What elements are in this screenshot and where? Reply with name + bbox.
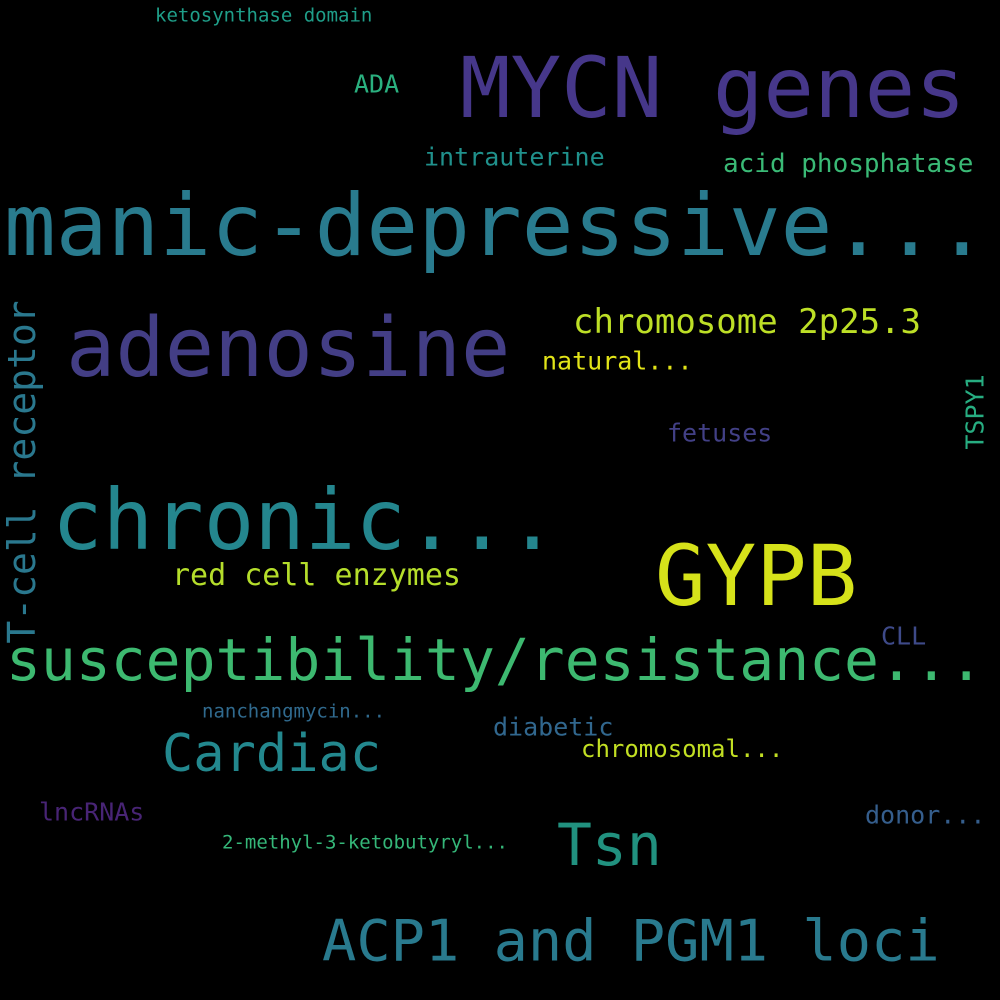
word-nanchangmycin: nanchangmycin...: [202, 700, 386, 723]
word-2-methyl-3-ketobutyryl: 2-methyl-3-ketobutyryl...: [222, 831, 508, 854]
word-ada: ADA: [354, 69, 400, 99]
word-t-cell-receptor: T-cell receptor: [0, 300, 44, 644]
word-chromosomal: chromosomal...: [581, 735, 784, 763]
word-donor: donor...: [865, 800, 986, 830]
word-chromosome-2p25-3: chromosome 2p25.3: [573, 302, 921, 342]
word-natural: natural...: [542, 346, 693, 376]
word-chronic: chronic...: [52, 471, 558, 569]
word-cll: CLL: [881, 621, 927, 651]
word-red-cell-enzymes: red cell enzymes: [172, 558, 461, 593]
word-gypb: GYPB: [655, 527, 858, 625]
word-manic-depressive: manic-depressive...: [4, 176, 988, 276]
word-lncrnas: lncRNAs: [39, 797, 145, 827]
word-adenosine: adenosine: [66, 301, 511, 396]
word-intrauterine: intrauterine: [424, 142, 605, 172]
word-mycn-genes: MYCN genes: [460, 39, 966, 137]
word-tsn: Tsn: [557, 811, 662, 879]
word-fetuses: fetuses: [667, 418, 773, 448]
word-cardiac: Cardiac: [162, 724, 382, 784]
word-acp1-pgm1-loci: ACP1 and PGM1 loci: [322, 908, 940, 975]
word-ketosynthase-domain: ketosynthase domain: [155, 4, 373, 27]
word-diabetic: diabetic: [493, 712, 614, 742]
word-tspy1: TSPY1: [960, 374, 990, 450]
word-acid-phosphatase: acid phosphatase: [723, 149, 974, 179]
word-susceptibility-resistance: susceptibility/resistance...: [6, 626, 984, 694]
